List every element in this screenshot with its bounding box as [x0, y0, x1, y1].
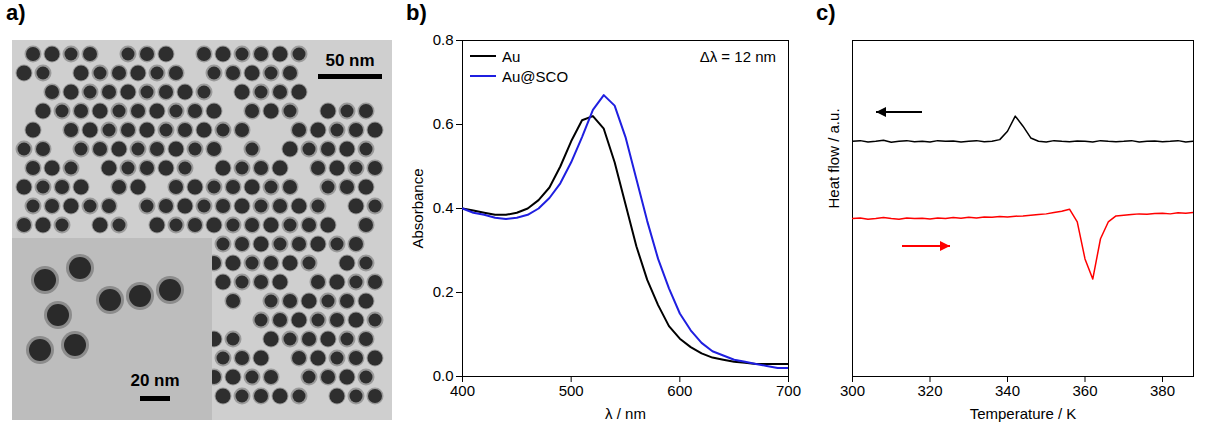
svg-text:50 nm: 50 nm	[325, 51, 374, 70]
html-text:Au: Au	[502, 47, 521, 65]
html-text:Au@SCO: Au@SCO	[502, 67, 569, 85]
svg-text:300: 300	[840, 382, 865, 399]
svg-text:380: 380	[1150, 382, 1175, 399]
svg-text:0.2: 0.2	[433, 283, 454, 300]
svg-text:500: 500	[559, 382, 584, 399]
svg-text:320: 320	[917, 382, 942, 399]
svg-text:700: 700	[776, 382, 801, 399]
svg-text:Heat flow / a.u.: Heat flow / a.u.	[825, 108, 842, 208]
html-text:a): a)	[6, 0, 26, 25]
svg-text:340: 340	[995, 382, 1020, 399]
html-text:Δλ = 12 nm: Δλ = 12 nm	[699, 48, 776, 65]
svg-text:Temperature / K: Temperature / K	[970, 405, 1077, 422]
svg-text:400: 400	[450, 382, 475, 399]
svg-text:0.6: 0.6	[433, 115, 454, 132]
svg-text:600: 600	[667, 382, 692, 399]
html-text:b): b)	[406, 0, 427, 25]
svg-text:0.0: 0.0	[432, 367, 454, 385]
html-text:c): c)	[816, 0, 836, 25]
svg-text:0.4: 0.4	[433, 199, 454, 216]
svg-text:360: 360	[1072, 382, 1097, 399]
svg-text:0.8: 0.8	[433, 31, 454, 48]
svg-text:20 nm: 20 nm	[130, 371, 179, 390]
svg-text:λ / nm: λ / nm	[605, 405, 646, 422]
svg-text:Absorbance: Absorbance	[409, 168, 426, 248]
